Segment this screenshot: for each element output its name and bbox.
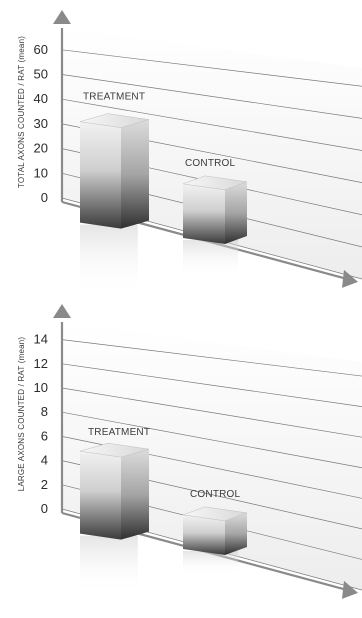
y-axis-title: TOTAL AXONS COUNTED / RAT (mean) xyxy=(17,36,26,188)
y-tick-label: 2 xyxy=(41,477,48,492)
bar-side-face xyxy=(121,449,149,540)
y-axis-title: LARGE AXONS COUNTED / RAT (mean) xyxy=(17,337,26,492)
bar-reflection xyxy=(183,239,239,278)
y-tick-label: 14 xyxy=(34,332,48,347)
y-tick-label: 0 xyxy=(41,190,48,205)
bar-control xyxy=(182,175,248,278)
bar-side-face xyxy=(225,181,247,244)
y-tick-label: 6 xyxy=(41,428,48,443)
bar-label-control: CONTROL xyxy=(185,158,236,169)
bar-treatment xyxy=(79,113,150,295)
bar-front-face xyxy=(80,121,121,229)
bar-treatment xyxy=(79,442,150,594)
gridline xyxy=(61,98,362,151)
bar-control xyxy=(182,506,248,575)
chart-panel-1: 0 10 20 30 40 50 60 TREATMENT CONTROL TOTAL AXONS… xyxy=(17,10,362,295)
bar-front-face xyxy=(183,183,225,244)
bar-reflection xyxy=(80,535,138,594)
gridline xyxy=(61,339,362,377)
x-axis-arrow-icon xyxy=(342,269,358,288)
bar-front-face xyxy=(80,451,121,540)
y-tick-label: 8 xyxy=(41,404,48,419)
bar-top-face xyxy=(182,506,248,522)
x-axis-arrow-icon xyxy=(342,580,358,599)
y-tick-label: 10 xyxy=(34,380,48,395)
bar-reflection xyxy=(80,224,138,295)
y-axis-arrow-icon xyxy=(53,10,71,24)
bar-label-control: CONTROL xyxy=(190,489,241,500)
y-tick-label: 0 xyxy=(41,501,48,516)
bar-reflection xyxy=(183,550,239,575)
bar-label-treatment: TREATMENT xyxy=(88,427,150,438)
gridline xyxy=(61,49,362,87)
y-tick-label: 20 xyxy=(34,141,48,156)
y-tick-label: 30 xyxy=(34,116,48,131)
bar-label-treatment: TREATMENT xyxy=(83,92,145,103)
gridline xyxy=(61,411,362,469)
gridline xyxy=(61,363,362,407)
gridline xyxy=(61,387,362,438)
y-axis-arrow-icon xyxy=(53,304,71,318)
y-tick-label: 60 xyxy=(34,42,48,57)
y-tick-label: 10 xyxy=(34,165,48,180)
bar-top-face xyxy=(79,113,150,128)
gridline xyxy=(61,74,362,119)
bar-side-face xyxy=(225,512,247,555)
bar-side-face xyxy=(121,119,149,229)
bar-top-face xyxy=(182,175,248,191)
y-tick-label: 4 xyxy=(41,453,48,468)
chart-panel-2: 0 2 4 6 8 10 12 14 TREATMENT CONTROL LARGE AXONS C… xyxy=(17,304,362,599)
bar-front-face xyxy=(183,514,225,555)
y-tick-label: 40 xyxy=(34,91,48,106)
y-tick-label: 12 xyxy=(34,356,48,371)
y-tick-label: 50 xyxy=(34,67,48,82)
bar-top-face xyxy=(79,442,150,458)
